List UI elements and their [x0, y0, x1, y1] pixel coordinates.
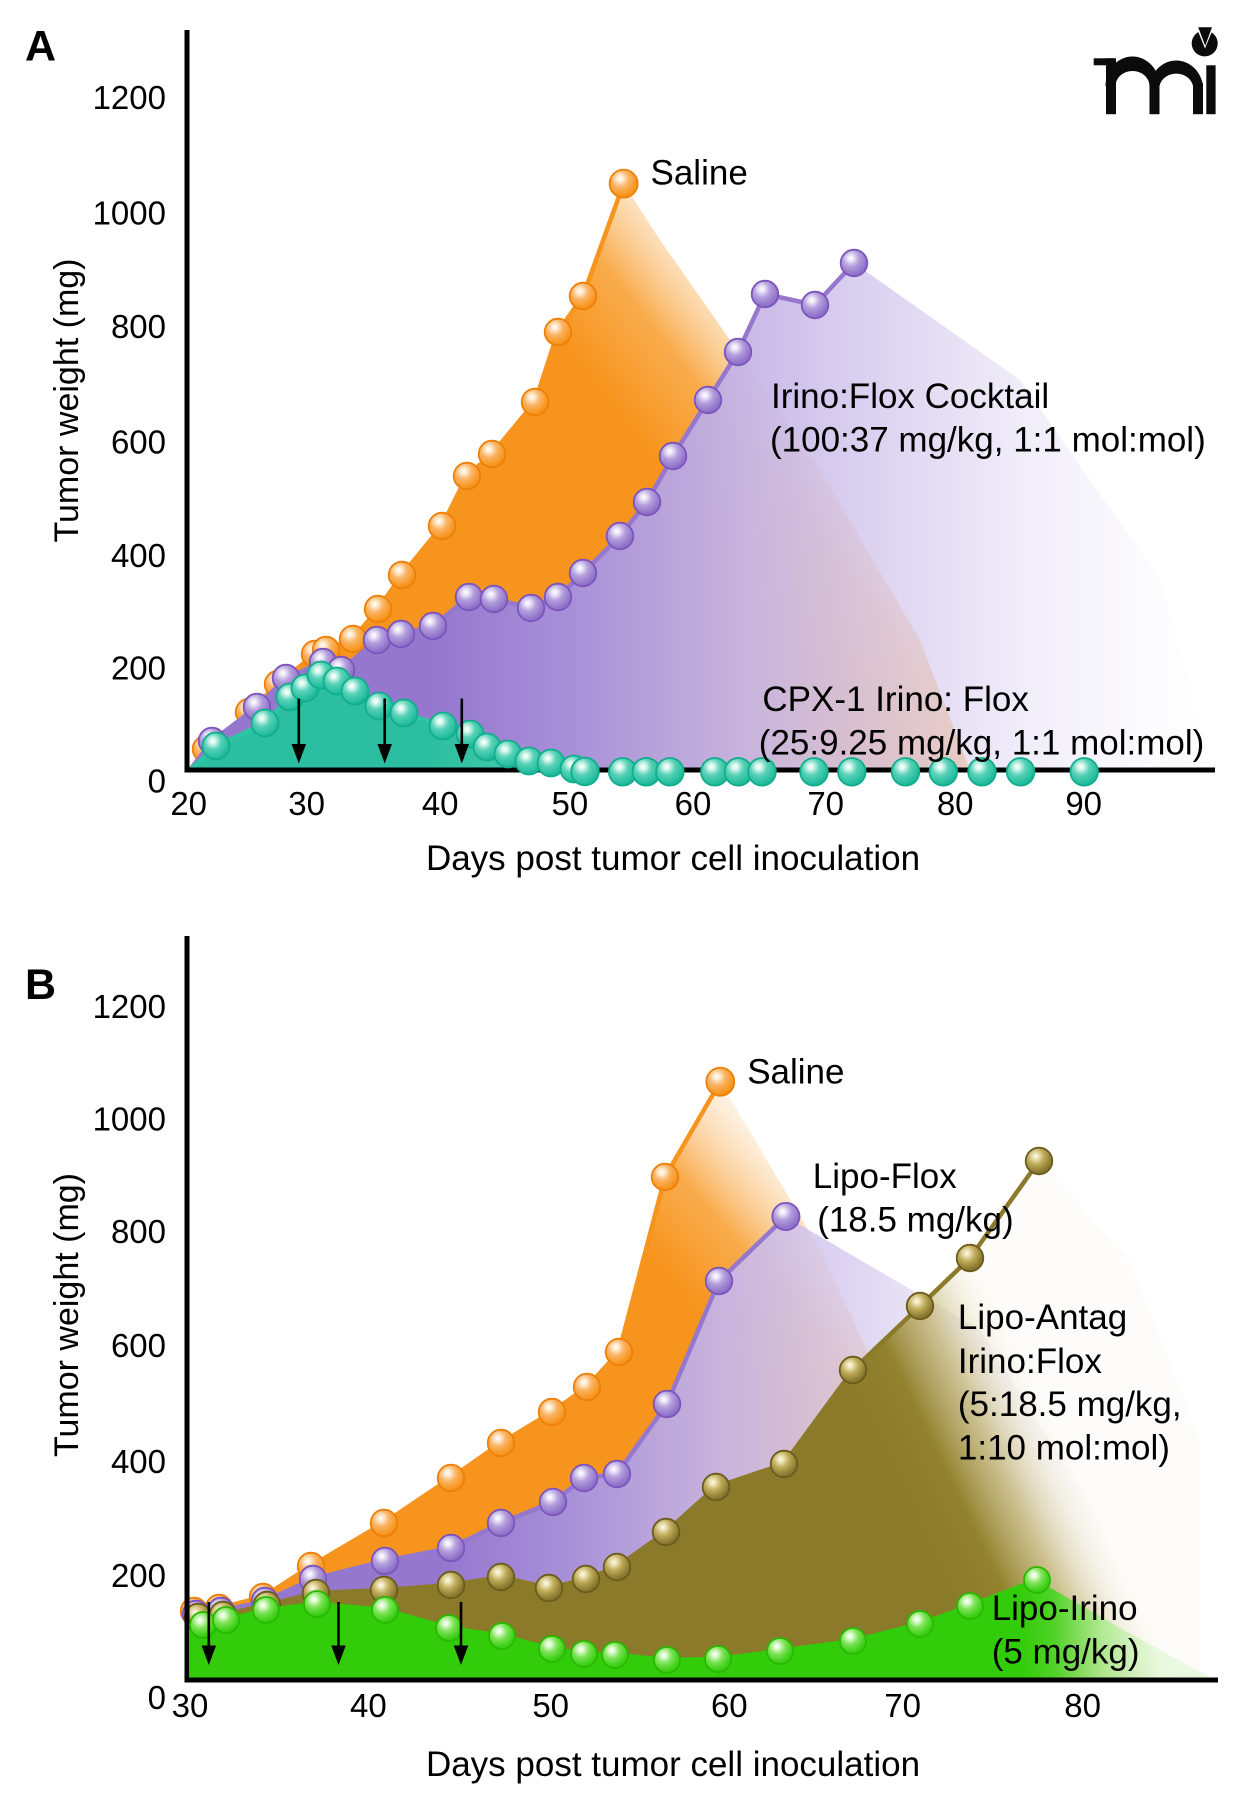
svg-text:70: 70 — [884, 1687, 921, 1724]
svg-text:80: 80 — [937, 785, 974, 822]
svg-text:Lipo-Antag: Lipo-Antag — [958, 1298, 1127, 1337]
svg-text:90: 90 — [1065, 785, 1102, 822]
svg-text:1200: 1200 — [93, 988, 166, 1025]
svg-text:80: 80 — [1064, 1687, 1101, 1724]
svg-text:0: 0 — [148, 762, 166, 799]
svg-text:1200: 1200 — [93, 79, 166, 116]
svg-text:Tumor weight (mg): Tumor weight (mg) — [48, 258, 86, 542]
svg-text:(5 mg/kg): (5 mg/kg) — [992, 1633, 1140, 1672]
svg-text:Lipo-Irino: Lipo-Irino — [992, 1589, 1138, 1628]
svg-text:800: 800 — [111, 308, 166, 345]
svg-text:40: 40 — [422, 785, 459, 822]
svg-text:0: 0 — [148, 1679, 166, 1716]
svg-text:50: 50 — [552, 785, 589, 822]
svg-text:20: 20 — [170, 785, 207, 822]
svg-text:30: 30 — [288, 785, 325, 822]
svg-text:(5:18.5 mg/kg,: (5:18.5 mg/kg, — [958, 1385, 1182, 1424]
svg-text:600: 600 — [111, 1327, 166, 1364]
svg-text:1:10 mol:mol): 1:10 mol:mol) — [958, 1429, 1170, 1468]
svg-text:Saline: Saline — [651, 154, 748, 193]
svg-text:Days post tumor cell inoculati: Days post tumor cell inoculation — [426, 1745, 920, 1784]
svg-text:Tumor weight (mg): Tumor weight (mg) — [48, 1173, 86, 1457]
svg-text:600: 600 — [111, 424, 166, 461]
svg-text:B: B — [25, 961, 56, 1009]
svg-text:(100:37 mg/kg, 1:1 mol:mol): (100:37 mg/kg, 1:1 mol:mol) — [770, 421, 1206, 460]
svg-text:A: A — [25, 23, 56, 71]
svg-text:Saline: Saline — [747, 1053, 844, 1092]
svg-text:60: 60 — [711, 1687, 748, 1724]
svg-text:(25:9.25 mg/kg, 1:1 mol:mol): (25:9.25 mg/kg, 1:1 mol:mol) — [759, 723, 1204, 762]
svg-text:Irino:Flox Cocktail: Irino:Flox Cocktail — [771, 377, 1049, 416]
svg-text:200: 200 — [111, 649, 166, 686]
svg-text:400: 400 — [111, 1443, 166, 1480]
svg-text:40: 40 — [350, 1687, 387, 1724]
svg-text:400: 400 — [111, 537, 166, 574]
svg-text:70: 70 — [807, 785, 844, 822]
svg-text:1000: 1000 — [93, 194, 166, 231]
svg-text:(18.5 mg/kg): (18.5 mg/kg) — [817, 1201, 1013, 1240]
svg-text:800: 800 — [111, 1213, 166, 1250]
svg-text:60: 60 — [675, 785, 712, 822]
svg-text:CPX-1 Irino: Flox: CPX-1 Irino: Flox — [762, 680, 1029, 719]
svg-text:1000: 1000 — [93, 1100, 166, 1137]
svg-text:Days post tumor cell inoculati: Days post tumor cell inoculation — [426, 839, 920, 878]
svg-text:200: 200 — [111, 1557, 166, 1594]
svg-text:Irino:Flox: Irino:Flox — [958, 1342, 1102, 1381]
svg-text:50: 50 — [532, 1687, 569, 1724]
svg-text:Lipo-Flox: Lipo-Flox — [813, 1157, 957, 1196]
svg-text:30: 30 — [172, 1687, 209, 1724]
